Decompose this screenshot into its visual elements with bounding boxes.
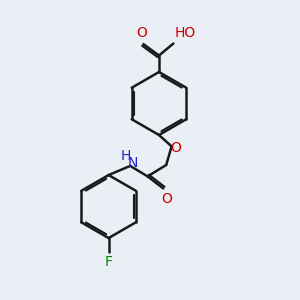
Text: O: O — [136, 26, 147, 40]
Text: O: O — [170, 141, 181, 155]
Text: O: O — [161, 192, 172, 206]
Text: F: F — [105, 254, 112, 268]
Text: HO: HO — [175, 26, 196, 40]
Text: H: H — [121, 149, 131, 164]
Text: N: N — [128, 156, 138, 170]
